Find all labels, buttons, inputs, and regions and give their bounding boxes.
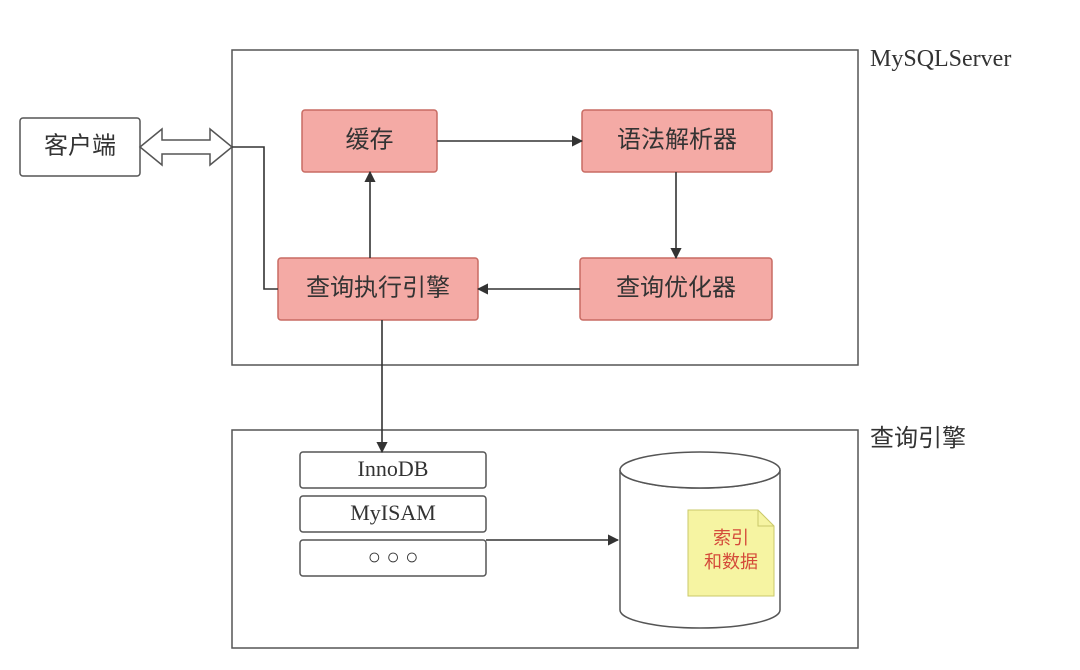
engine-list-row-label: ○ ○ ○ (368, 544, 419, 569)
index-data-note-line: 索引 (713, 528, 749, 548)
client-label: 客户端 (44, 133, 116, 160)
engine-container-label: 查询引擎 (870, 425, 966, 452)
cache-label: 缓存 (346, 127, 394, 154)
engine-list-row-label: InnoDB (358, 456, 429, 481)
index-data-note-line: 和数据 (704, 552, 758, 572)
client-server-bidir-arrow (140, 129, 232, 165)
architecture-diagram: MySQLServer 查询引擎 客户端 缓存 语法解析器查询执行引擎 查询优化器 Inno… (0, 0, 1080, 670)
parser-label: 语法解析器 (617, 127, 737, 154)
server-container-label: MySQLServer (870, 46, 1011, 72)
engine-list-row-label: MyISAM (350, 500, 436, 525)
executor-to-client-arrow (232, 147, 278, 289)
storage-cylinder-top (620, 452, 780, 488)
optimizer-label: 查询优化器 (616, 275, 736, 302)
executor-label: 查询执行引擎 (306, 275, 450, 302)
